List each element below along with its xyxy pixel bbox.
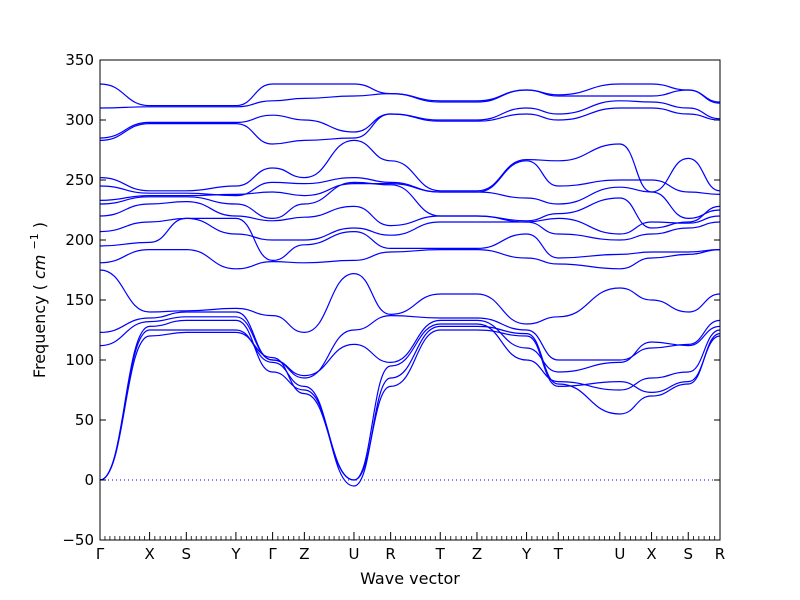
phonon-branch-16: [99, 100, 721, 139]
plot-frame: [99, 59, 721, 541]
high-symmetry-label: Y: [521, 545, 532, 563]
high-symmetry-label: S: [683, 545, 693, 563]
high-symmetry-label: U: [348, 545, 359, 563]
y-tick-label: 100: [65, 351, 94, 369]
phonon-branch-14: [99, 139, 721, 193]
y-tick-label: −50: [62, 531, 94, 549]
phonon-branch-1: [99, 329, 721, 481]
phonon-branch-2: [99, 325, 721, 487]
y-tick-label: 300: [65, 111, 94, 129]
phonon-branch-10: [99, 200, 721, 235]
phonon-branch-4: [99, 316, 721, 377]
x-axis-label: Wave vector: [360, 569, 460, 588]
phonon-branch-11: [99, 181, 721, 229]
high-symmetry-label: Γ: [96, 545, 105, 563]
phonon-branch-15: [99, 107, 721, 145]
y-tick-label: 350: [65, 51, 94, 69]
high-symmetry-label: X: [144, 545, 154, 563]
y-axis-label-text: Frequency: [30, 295, 49, 378]
high-symmetry-label: X: [646, 545, 656, 563]
high-symmetry-label: Γ: [268, 545, 277, 563]
y-axis-label-unit-power: −1: [28, 233, 41, 249]
high-symmetry-label: Z: [472, 545, 482, 563]
high-symmetry-label: T: [553, 545, 564, 563]
phonon-branch-5: [99, 311, 721, 379]
phonon-branch-13: [99, 160, 721, 197]
high-symmetry-label: R: [385, 545, 395, 563]
phonon-branch-3: [99, 319, 721, 481]
branch-lines-layer: [99, 83, 721, 487]
y-axis-label-open-paren: (: [30, 284, 49, 290]
phonon-branch-8: [99, 217, 721, 262]
phonon-branch-7: [99, 248, 721, 270]
phonon-branch-9: [99, 217, 721, 241]
y-axis-ticks: −50 0 50 100 150 200 250 300 350: [62, 51, 720, 549]
high-symmetry-label: Z: [299, 545, 309, 563]
y-tick-label: 150: [65, 291, 94, 309]
phonon-branch-6: [99, 269, 721, 334]
high-symmetry-label: U: [614, 545, 625, 563]
high-symmetry-label: S: [182, 545, 192, 563]
y-axis-label-close-paren: ): [30, 222, 49, 228]
y-tick-label: 0: [84, 471, 94, 489]
y-tick-label: 200: [65, 231, 94, 249]
high-symmetry-label: Y: [230, 545, 241, 563]
phonon-branch-18: [99, 83, 721, 107]
high-symmetry-label: T: [435, 545, 446, 563]
y-axis-label: Frequency ( cm −1 ): [23, 222, 49, 378]
high-symmetry-label: R: [715, 545, 725, 563]
y-axis-label-unit: cm: [30, 255, 49, 279]
y-tick-label: 250: [65, 171, 94, 189]
y-tick-label: 50: [75, 411, 94, 429]
